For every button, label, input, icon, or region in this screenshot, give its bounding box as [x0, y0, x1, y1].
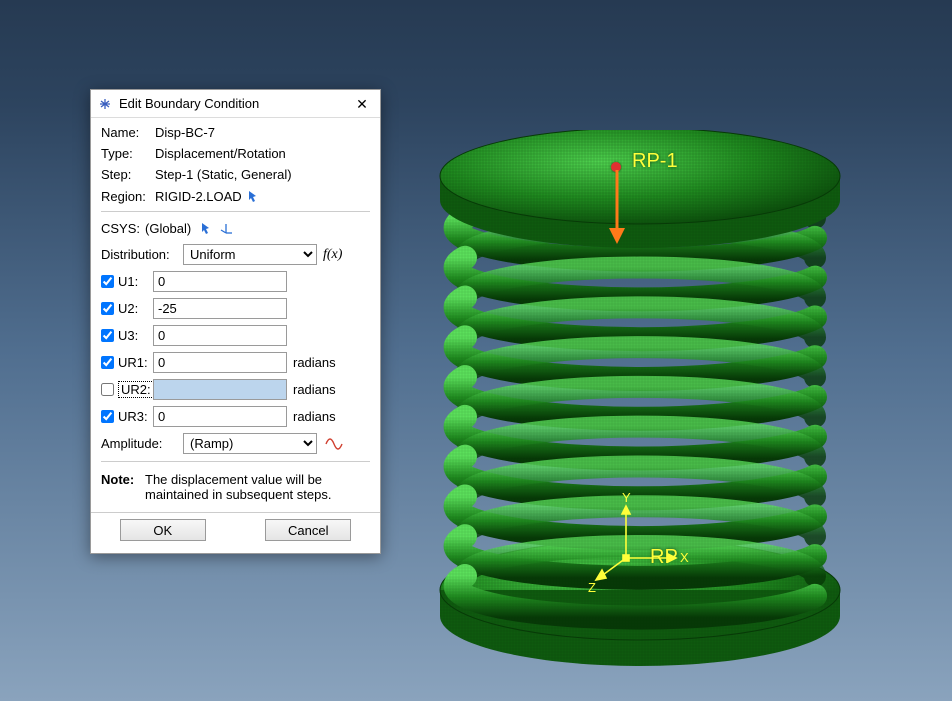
u2-input[interactable]	[153, 298, 287, 319]
distribution-label: Distribution:	[101, 247, 177, 262]
ok-button[interactable]: OK	[120, 519, 206, 541]
csys-triad-icon	[580, 488, 690, 584]
u3-input[interactable]	[153, 325, 287, 346]
u3-checkbox[interactable]	[101, 329, 114, 342]
dialog-titlebar[interactable]: Edit Boundary Condition ✕	[91, 90, 380, 118]
note-text: The displacement value will be maintaine…	[145, 472, 370, 502]
reference-point-label-rp1: RP-1	[632, 150, 678, 173]
type-label: Type:	[101, 146, 155, 161]
distribution-select[interactable]: Uniform	[183, 244, 317, 265]
step-label: Step:	[101, 167, 155, 182]
triad-axis-y-label: Y	[622, 490, 631, 505]
app-icon	[97, 96, 113, 112]
triad-axis-z-label: Z	[588, 580, 596, 595]
edit-bc-dialog: Edit Boundary Condition ✕ Name: Disp-BC-…	[90, 89, 381, 554]
dof-row-ur1: UR1: radians	[101, 349, 370, 376]
dof-row-u2: U2:	[101, 295, 370, 322]
u1-checkbox[interactable]	[101, 275, 114, 288]
field-type: Type: Displacement/Rotation	[101, 143, 370, 164]
note-label: Note:	[101, 472, 145, 502]
field-amplitude: Amplitude: (Ramp)	[101, 430, 370, 457]
amplitude-select[interactable]: (Ramp)	[183, 433, 317, 454]
region-value: RIGID-2.LOAD	[155, 189, 242, 204]
fx-icon[interactable]: f(x)	[323, 247, 342, 263]
load-arrow-icon	[606, 168, 628, 246]
amplitude-label: Amplitude:	[101, 436, 177, 451]
dof-row-ur2: UR2: radians	[101, 376, 370, 403]
ur3-label: UR3:	[118, 409, 148, 424]
ur3-unit: radians	[293, 409, 336, 424]
u2-label: U2:	[118, 301, 147, 316]
ur3-checkbox[interactable]	[101, 410, 114, 423]
csys-label: CSYS:	[101, 221, 145, 236]
triad-axis-x-label: X	[680, 550, 689, 565]
ur1-unit: radians	[293, 355, 336, 370]
divider	[101, 211, 370, 212]
type-value: Displacement/Rotation	[155, 146, 286, 161]
ur2-unit: radians	[293, 382, 336, 397]
u1-label: U1:	[118, 274, 147, 289]
field-step: Step: Step-1 (Static, General)	[101, 164, 370, 185]
datum-icon[interactable]	[217, 220, 235, 236]
ur1-input[interactable]	[153, 352, 287, 373]
note-row: Note: The displacement value will be mai…	[101, 468, 370, 508]
pick-arrow-icon[interactable]	[197, 220, 215, 236]
ur2-checkbox[interactable]	[101, 383, 114, 396]
field-distribution: Distribution: Uniform f(x)	[101, 241, 370, 268]
ur3-input[interactable]	[153, 406, 287, 427]
ur1-checkbox[interactable]	[101, 356, 114, 369]
model-render	[420, 130, 890, 670]
ur2-label: UR2:	[118, 381, 154, 398]
field-name: Name: Disp-BC-7	[101, 122, 370, 143]
step-value: Step-1 (Static, General)	[155, 167, 292, 182]
field-csys: CSYS: (Global)	[101, 218, 370, 241]
u3-label: U3:	[118, 328, 147, 343]
u2-checkbox[interactable]	[101, 302, 114, 315]
dof-row-u3: U3:	[101, 322, 370, 349]
csys-value: (Global)	[145, 221, 191, 236]
u1-input[interactable]	[153, 271, 287, 292]
dof-row-u1: U1:	[101, 268, 370, 295]
field-region: Region: RIGID-2.LOAD	[101, 185, 370, 207]
close-icon[interactable]: ✕	[352, 97, 372, 111]
dialog-buttons: OK Cancel	[91, 512, 380, 543]
name-value: Disp-BC-7	[155, 125, 215, 140]
dof-row-ur3: UR3: radians	[101, 403, 370, 430]
ur1-label: UR1:	[118, 355, 148, 370]
cancel-button[interactable]: Cancel	[265, 519, 351, 541]
ur2-input[interactable]	[153, 379, 287, 400]
name-label: Name:	[101, 125, 155, 140]
divider	[101, 461, 370, 462]
amplitude-icon[interactable]	[325, 436, 343, 452]
region-label: Region:	[101, 189, 155, 204]
pick-arrow-icon[interactable]	[244, 188, 262, 204]
dialog-title: Edit Boundary Condition	[119, 96, 352, 111]
